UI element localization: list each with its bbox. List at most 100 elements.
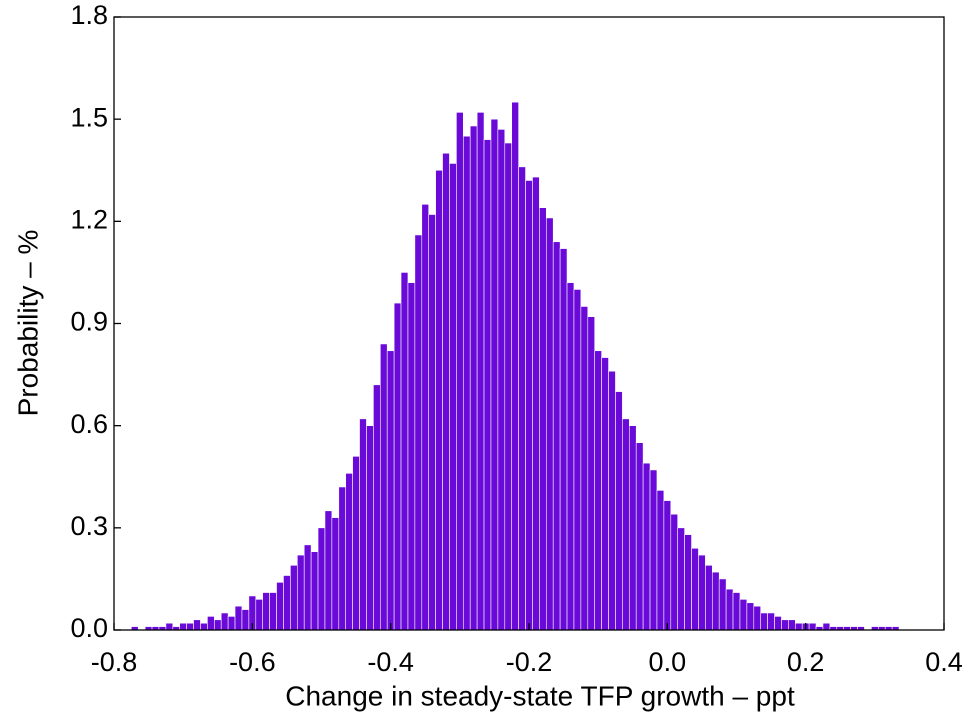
bar xyxy=(359,418,367,631)
bar xyxy=(788,619,796,631)
bar xyxy=(594,350,602,631)
bar xyxy=(213,619,222,631)
bar xyxy=(497,129,506,631)
bar xyxy=(179,622,187,631)
bar xyxy=(386,350,395,631)
y-tick-label: 0.9 xyxy=(70,307,108,337)
bar xyxy=(483,139,492,631)
bar xyxy=(435,169,443,631)
bar xyxy=(303,544,312,631)
bar xyxy=(296,554,305,631)
bar xyxy=(746,602,755,631)
bar xyxy=(220,612,229,631)
bar xyxy=(379,343,388,631)
bar xyxy=(525,180,533,631)
bar xyxy=(725,588,734,631)
bar xyxy=(456,112,464,631)
bar xyxy=(518,166,526,631)
bar xyxy=(234,605,243,631)
bar xyxy=(200,622,208,631)
bar xyxy=(545,217,554,631)
bar xyxy=(290,564,298,631)
bar xyxy=(573,289,582,631)
bar xyxy=(207,616,215,631)
bar xyxy=(262,592,270,631)
x-tick-label: 0.2 xyxy=(787,647,825,677)
bar xyxy=(794,622,803,631)
bar xyxy=(822,622,831,631)
bar xyxy=(559,248,568,631)
bar xyxy=(400,272,409,631)
y-tick-label: 0.3 xyxy=(70,511,108,541)
bar xyxy=(677,527,685,631)
bar xyxy=(698,554,706,631)
bar xyxy=(338,486,347,631)
bar xyxy=(421,204,430,631)
bar xyxy=(691,547,699,631)
y-axis-label: Probability – % xyxy=(12,230,43,417)
bar xyxy=(635,442,644,631)
x-tick-label: 0.0 xyxy=(649,647,687,677)
bar xyxy=(428,214,436,631)
bar xyxy=(442,152,450,631)
bar xyxy=(705,564,713,631)
bar xyxy=(566,282,575,631)
bar xyxy=(628,425,637,631)
x-tick-label: -0.4 xyxy=(367,647,414,677)
bar xyxy=(739,599,748,631)
bar xyxy=(760,612,768,631)
bar xyxy=(781,619,789,631)
bar xyxy=(366,425,374,631)
bar xyxy=(552,241,561,631)
bar xyxy=(255,599,264,631)
bar xyxy=(462,135,471,631)
bar xyxy=(331,517,340,631)
bar xyxy=(373,384,381,631)
bar xyxy=(227,616,236,631)
bar xyxy=(580,306,589,631)
bar xyxy=(663,500,672,631)
bar xyxy=(539,207,547,631)
bar xyxy=(317,527,326,631)
x-axis-label: Change in steady-state TFP growth – ppt xyxy=(285,680,795,711)
bar xyxy=(649,469,658,631)
bar xyxy=(393,302,402,631)
bar xyxy=(656,490,665,631)
bar xyxy=(808,622,817,631)
bar xyxy=(186,622,194,631)
bar xyxy=(601,357,609,631)
bar xyxy=(345,473,353,631)
bar xyxy=(449,163,457,631)
y-tick-label: 0.0 xyxy=(70,613,108,643)
bar xyxy=(774,616,782,631)
y-tick-label: 1.2 xyxy=(70,204,108,234)
bar xyxy=(642,462,651,631)
bar xyxy=(615,391,623,631)
bar xyxy=(587,316,596,631)
x-tick-label: 0.4 xyxy=(925,647,963,677)
y-tick-label: 1.5 xyxy=(70,102,108,132)
bar xyxy=(608,370,616,631)
bar xyxy=(490,118,499,631)
bar xyxy=(241,609,250,631)
bar xyxy=(269,592,277,631)
bar xyxy=(718,578,727,631)
bar xyxy=(283,575,291,631)
bar xyxy=(193,619,201,631)
bar xyxy=(414,234,423,631)
y-tick-label: 1.8 xyxy=(70,0,108,30)
bar xyxy=(532,176,540,631)
bar xyxy=(511,101,519,631)
x-tick-label: -0.8 xyxy=(91,647,138,677)
bar xyxy=(352,456,360,631)
bar xyxy=(504,142,513,631)
x-tick-label: -0.2 xyxy=(506,647,553,677)
bar xyxy=(276,582,284,631)
bar xyxy=(767,612,775,631)
bar xyxy=(753,605,762,631)
x-tick-label: -0.6 xyxy=(229,647,276,677)
bar xyxy=(310,551,319,631)
bar xyxy=(732,592,741,631)
bar xyxy=(324,510,333,631)
